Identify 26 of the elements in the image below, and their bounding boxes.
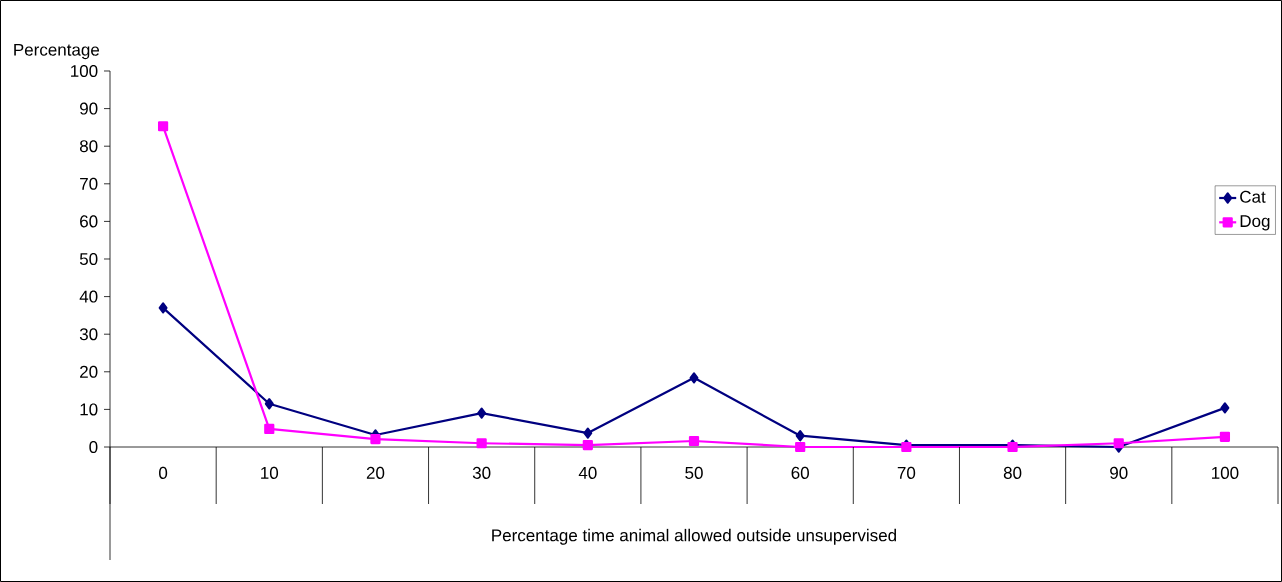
x-tick-label: 80 — [1003, 466, 1022, 479]
y-tick-label: 80 — [79, 140, 98, 153]
y-tick-label: 30 — [79, 328, 98, 341]
x-tick-label: 30 — [472, 466, 491, 479]
y-tick-label: 10 — [80, 403, 98, 416]
y-tick-label: 90 — [80, 102, 98, 115]
y-axis-title: Percentage — [14, 43, 100, 60]
x-tick-label: 90 — [1110, 466, 1128, 479]
y-tick-label: 70 — [80, 177, 98, 190]
x-tick-label: 60 — [791, 466, 809, 479]
x-axis-title: Percentage time animal allowed outside unsupervised — [492, 528, 896, 545]
x-tick-label: 0 — [159, 466, 168, 479]
x-tick-label: 70 — [897, 466, 916, 479]
x-tick-label: 100 — [1212, 466, 1239, 479]
y-tick-label: 0 — [89, 440, 98, 454]
y-tick-label: 60 — [80, 215, 98, 228]
y-tick-label: 20 — [80, 365, 98, 378]
x-tick-label: 20 — [366, 466, 385, 479]
y-tick-label: 40 — [79, 290, 98, 303]
x-tick-label: 50 — [685, 466, 703, 479]
x-tick-label: 40 — [578, 466, 597, 479]
legend-label: Cat — [1240, 190, 1266, 203]
y-tick-label: 50 — [79, 252, 98, 266]
legend-label: Dog — [1240, 215, 1270, 231]
y-tick-label: 100 — [71, 64, 98, 78]
x-tick-label: 10 — [261, 466, 279, 479]
